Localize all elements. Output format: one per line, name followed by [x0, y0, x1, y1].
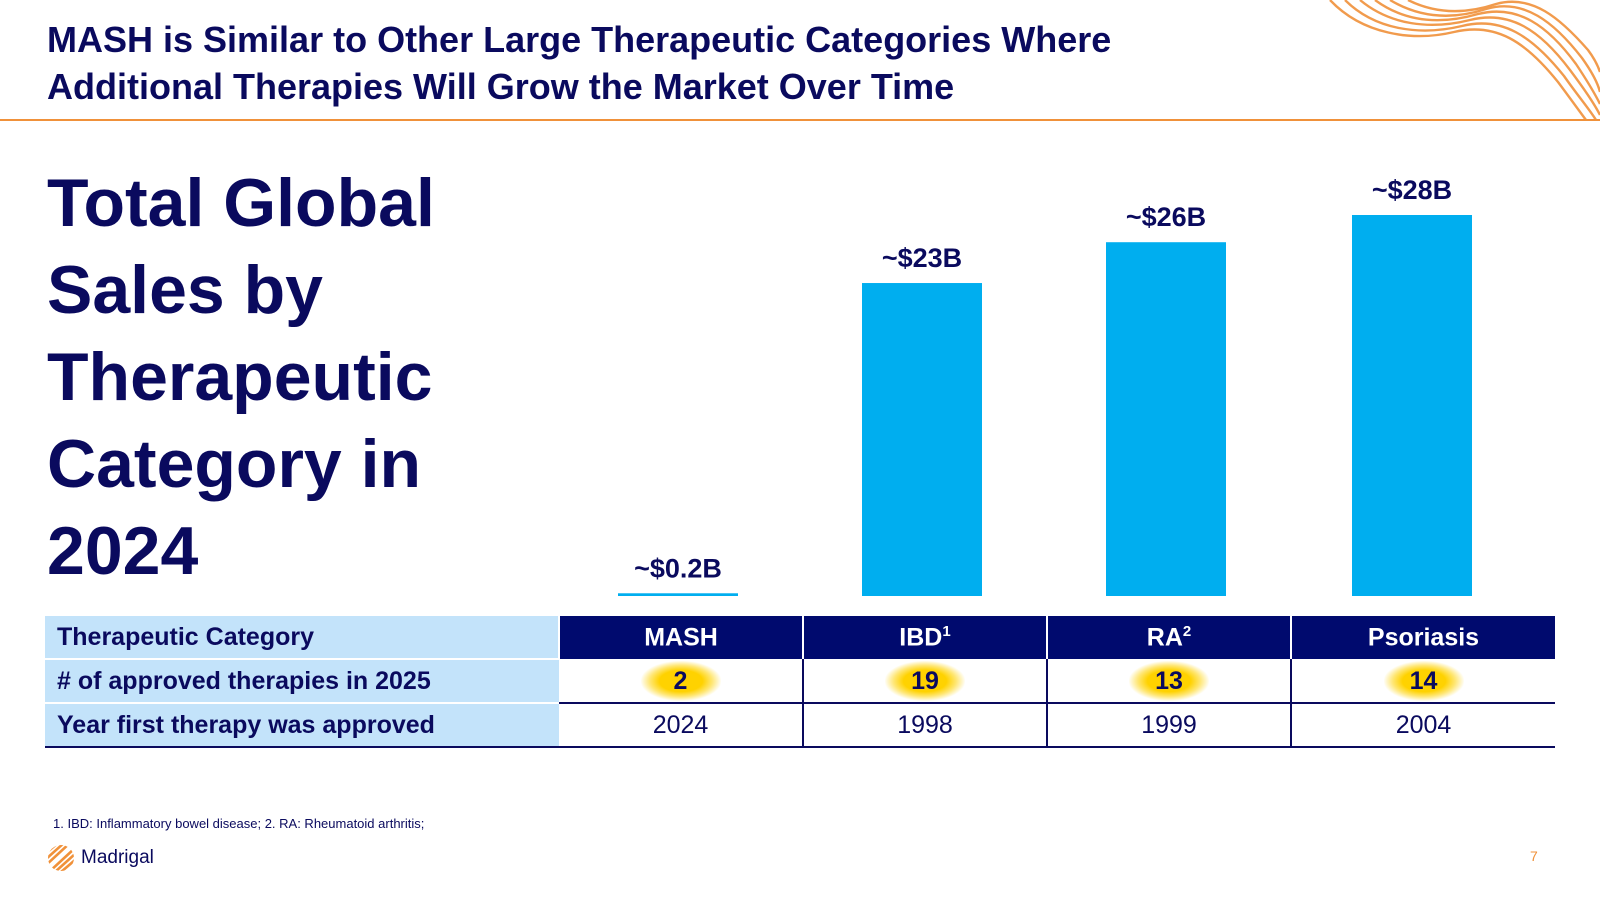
table-row: Year first therapy was approved 2024 199…	[45, 703, 1555, 748]
cell-approved-ibd: 19	[802, 659, 1047, 704]
cell-approved-mash: 2	[559, 659, 803, 704]
row-label-approved-therapies: # of approved therapies in 2025	[45, 659, 559, 704]
slide-header-title: MASH is Similar to Other Large Therapeut…	[47, 19, 1112, 107]
decorative-waves	[1329, 0, 1600, 120]
table-header-mash: MASH	[558, 616, 803, 659]
cell-year-ibd: 1998	[802, 703, 1047, 748]
row-label-first-approval-year: Year first therapy was approved	[45, 703, 559, 748]
table-header-label: Therapeutic Category	[45, 616, 559, 660]
data-label-psoriasis: ~$28B	[1372, 175, 1452, 205]
madrigal-logo: Madrigal	[47, 844, 154, 872]
bar-ra	[1106, 242, 1226, 596]
page-number: 7	[1530, 848, 1538, 864]
table-header-ra: RA2	[1046, 616, 1291, 659]
chart-title: Total Global Sales by Therapeutic Catego…	[47, 165, 435, 589]
table-row: # of approved therapies in 2025 2 19 13 …	[45, 659, 1555, 704]
cell-year-ra: 1999	[1046, 703, 1291, 748]
table-header-psoriasis: Psoriasis	[1290, 616, 1555, 659]
table-header-ibd: IBD1	[802, 616, 1047, 659]
footnote: 1. IBD: Inflammatory bowel disease; 2. R…	[53, 816, 425, 831]
bar-ibd	[862, 283, 982, 596]
table-header-row: Therapeutic Category MASH IBD1 RA2 Psori…	[45, 616, 1555, 660]
cell-year-mash: 2024	[559, 703, 803, 748]
madrigal-logo-icon	[48, 845, 74, 871]
data-label-ra: ~$26B	[1126, 202, 1206, 232]
bar-psoriasis	[1352, 215, 1472, 596]
data-label-mash: ~$0.2B	[634, 553, 722, 583]
therapeutic-category-table: Therapeutic Category MASH IBD1 RA2 Psori…	[45, 616, 1555, 748]
logo-text: Madrigal	[81, 847, 154, 868]
cell-approved-psoriasis: 14	[1290, 659, 1555, 704]
cell-year-psoriasis: 2004	[1290, 703, 1555, 748]
bar-mash	[618, 593, 738, 596]
header-divider	[0, 119, 1600, 121]
data-label-ibd: ~$23B	[882, 243, 962, 273]
cell-approved-ra: 13	[1046, 659, 1291, 704]
